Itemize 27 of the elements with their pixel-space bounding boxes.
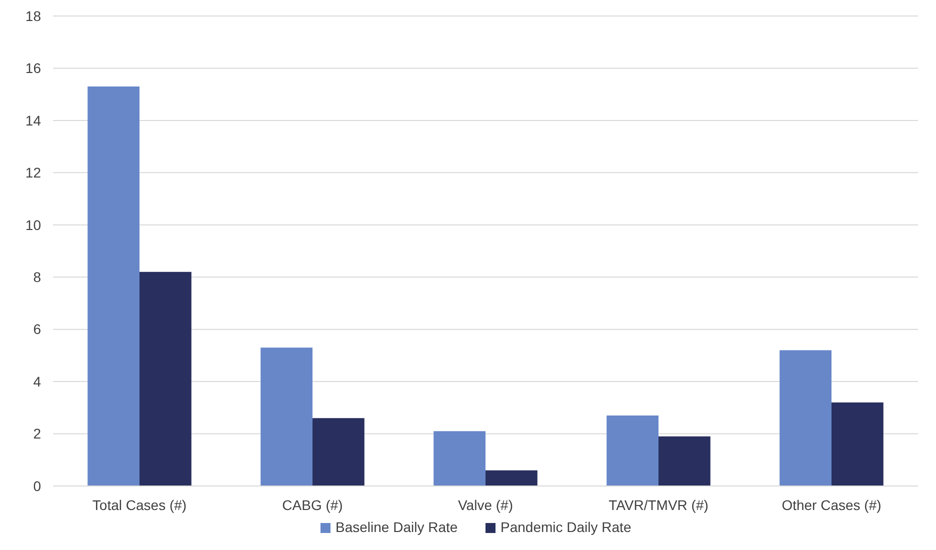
y-tick-label: 2 [33, 426, 42, 442]
x-tick-label: Other Cases (#) [782, 497, 882, 513]
x-tick-label: TAVR/TMVR (#) [608, 497, 708, 513]
y-tick-label: 4 [33, 373, 42, 390]
x-tick-label: Valve (#) [458, 497, 513, 513]
bar [606, 416, 658, 486]
y-tick-label: 16 [25, 60, 42, 76]
y-tick-label: 18 [25, 8, 42, 24]
bar [780, 350, 832, 486]
bar [434, 431, 486, 486]
bar [312, 418, 364, 486]
x-tick-label: Total Cases (#) [92, 497, 187, 513]
legend-label: Baseline Daily Rate [336, 519, 458, 535]
bar [486, 470, 538, 486]
legend-label: Pandemic Daily Rate [500, 519, 632, 535]
bar [832, 402, 884, 486]
y-tick-label: 14 [25, 112, 42, 128]
x-tick-label: CABG (#) [282, 497, 343, 513]
y-tick-label: 8 [33, 269, 42, 286]
y-tick-label: 12 [25, 164, 42, 181]
y-tick-label: 0 [33, 478, 42, 494]
bar [140, 272, 192, 486]
y-tick-label: 6 [33, 321, 42, 338]
bar [88, 86, 140, 486]
bar [260, 348, 312, 486]
y-tick-label: 10 [25, 216, 42, 233]
bar [658, 436, 710, 486]
